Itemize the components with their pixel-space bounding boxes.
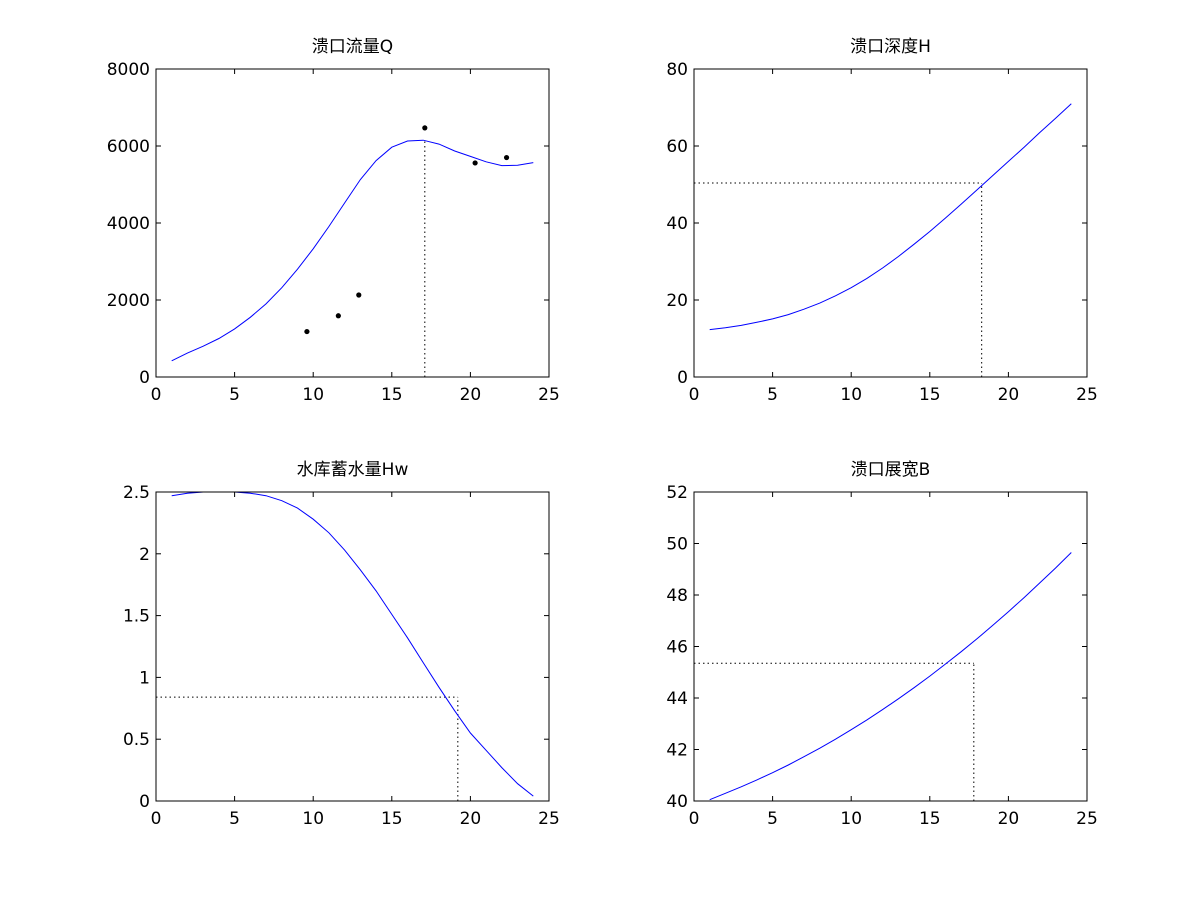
data-point xyxy=(472,160,478,166)
x-tick-label: 0 xyxy=(689,385,700,405)
panel-reservoir-storage-hw: 水库蓄水量Hw 0 5 10 15 20 25 0 0.5 1 1.5 2 2.5 xyxy=(123,460,560,829)
x-tick-label: 15 xyxy=(919,385,941,405)
series-line xyxy=(709,103,1072,331)
x-tick-label: 10 xyxy=(302,809,324,829)
y-tick-label: 0 xyxy=(139,792,150,812)
y-tick-label: 48 xyxy=(666,586,688,606)
axes-frame xyxy=(155,491,550,802)
y-tick-label: 42 xyxy=(666,741,688,761)
x-tick-label: 0 xyxy=(151,809,162,829)
y-tick-label: 1 xyxy=(139,668,150,688)
y-tick-label: 1.5 xyxy=(123,607,150,627)
y-tick-label: 2 xyxy=(139,545,150,565)
y-tick-label: 2000 xyxy=(107,291,150,311)
panel-title: 溃口深度H xyxy=(850,37,931,57)
x-tick-label: 15 xyxy=(381,809,403,829)
x-tick-label: 5 xyxy=(767,809,778,829)
x-tick-label: 0 xyxy=(151,385,162,405)
y-tick-label: 0 xyxy=(139,368,150,388)
x-tick-label: 20 xyxy=(460,385,482,405)
x-tick-label: 5 xyxy=(229,385,240,405)
y-tick-label: 46 xyxy=(666,638,688,658)
panel-title: 溃口流量Q xyxy=(312,37,393,57)
y-tick-label: 40 xyxy=(666,214,688,234)
y-tick-label: 50 xyxy=(666,535,688,555)
y-tick-label: 2.5 xyxy=(123,483,150,503)
y-tick-label: 4000 xyxy=(107,214,150,234)
x-tick-label: 0 xyxy=(689,809,700,829)
y-tick-label: 40 xyxy=(666,792,688,812)
x-tick-label: 25 xyxy=(1076,809,1098,829)
x-tick-label: 5 xyxy=(229,809,240,829)
y-tick-label: 60 xyxy=(666,137,688,157)
x-tick-label: 20 xyxy=(460,809,482,829)
panel-title: 水库蓄水量Hw xyxy=(297,460,409,480)
data-point xyxy=(335,313,341,319)
x-tick-label: 20 xyxy=(998,809,1020,829)
y-tick-label: 80 xyxy=(666,60,688,80)
x-tick-label: 20 xyxy=(998,385,1020,405)
x-tick-label: 5 xyxy=(767,385,778,405)
panel-discharge-q: 溃口流量Q 0 5 10 15 20 25 0 2000 4000 6000 8000 xyxy=(107,37,560,405)
data-point xyxy=(422,125,428,131)
x-tick-label: 15 xyxy=(919,809,941,829)
y-tick-label: 6000 xyxy=(107,137,150,157)
series-line xyxy=(709,552,1072,801)
x-tick-label: 25 xyxy=(1076,385,1098,405)
data-point xyxy=(356,292,362,298)
y-tick-label: 0 xyxy=(677,368,688,388)
y-tick-label: 0.5 xyxy=(123,730,150,750)
y-tick-label: 52 xyxy=(666,483,688,503)
x-tick-label: 25 xyxy=(538,385,560,405)
y-tick-label: 8000 xyxy=(107,60,150,80)
panel-breach-width-b: 溃口展宽B 0 5 10 15 20 25 40 42 44 46 48 50 52 xyxy=(666,460,1097,829)
data-point xyxy=(503,154,510,161)
panel-title: 溃口展宽B xyxy=(851,460,931,480)
x-tick-label: 10 xyxy=(840,809,862,829)
x-tick-label: 10 xyxy=(840,385,862,405)
y-tick-label: 44 xyxy=(666,689,688,709)
series-line xyxy=(171,139,534,362)
panel-breach-depth-h: 溃口深度H 0 5 10 15 20 25 0 20 40 60 80 xyxy=(666,37,1097,405)
x-tick-label: 10 xyxy=(302,385,324,405)
y-tick-label: 20 xyxy=(666,291,688,311)
data-point xyxy=(304,328,310,335)
x-tick-label: 25 xyxy=(538,809,560,829)
x-tick-label: 15 xyxy=(381,385,403,405)
